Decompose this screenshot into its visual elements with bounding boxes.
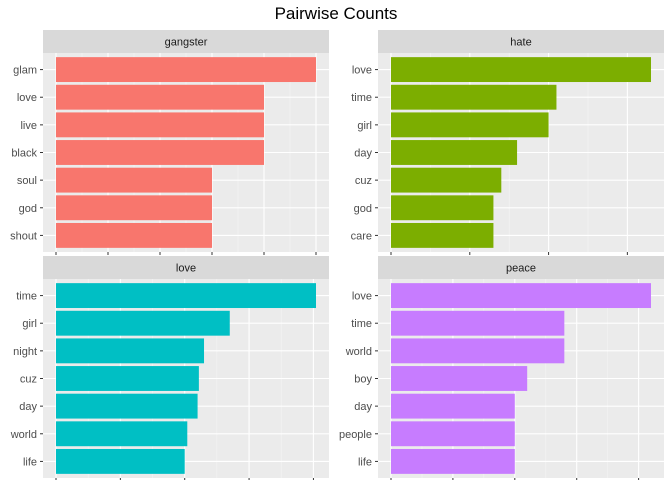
bar-cuz [391,167,502,193]
y-tick-label: night [13,346,37,358]
bar-love [56,84,264,110]
y-tick-label: girl [357,120,372,132]
y-tick-label: cuz [355,175,372,187]
bar-love [391,57,651,83]
bar-people [391,421,515,447]
bar-black [56,140,264,165]
bar-time [56,283,316,309]
facet-strip [43,256,329,279]
bar-boy [391,366,528,391]
bar-day [56,393,198,419]
facet-strip-label: gangster [165,37,208,49]
y-tick-label: love [352,291,372,303]
facet-panel-love: lovetimegirlnightcuzdayworldlife05010015… [10,256,329,480]
y-tick-label: love [17,92,37,104]
bar-god [391,195,494,221]
facet-panel-hate: hatelovetimegirldaycuzgodcare0102030 [351,30,664,270]
bar-soul [56,167,212,193]
facet-panel-peace: peacelovetimeworldboydaypeoplelife051015… [339,256,664,480]
bar-time [391,310,565,336]
facet-strip [378,30,664,53]
bar-night [56,338,205,364]
y-tick-label: world [345,346,372,358]
facet-strip [378,256,664,279]
y-tick-label: life [358,456,372,468]
y-tick-label: day [19,401,37,413]
bar-life [56,448,185,474]
y-tick-label: love [352,65,372,77]
y-tick-label: time [351,92,372,104]
y-tick-label: care [351,230,372,242]
y-tick-label: time [16,291,37,303]
y-tick-label: black [11,148,37,160]
facet-panel-gangster: gangsterglamloveliveblacksoulgodshout012… [10,30,329,270]
facet-strip-label: love [176,263,196,275]
bar-life [391,448,515,474]
y-tick-label: world [10,429,37,441]
y-tick-label: life [23,456,37,468]
y-tick-label: girl [22,318,37,330]
y-tick-label: god [354,203,372,215]
bar-girl [391,112,549,138]
bar-world [56,421,188,447]
chart-title: Pairwise Counts [274,4,398,23]
bar-day [391,393,515,419]
facet-strip-label: hate [510,37,531,49]
bar-live [56,112,264,138]
y-tick-label: boy [354,374,372,386]
bar-glam [56,57,316,83]
bar-cuz [56,366,199,391]
y-tick-label: soul [17,175,37,187]
y-tick-label: glam [13,65,37,77]
bar-care [391,222,494,248]
bar-day [391,140,518,165]
bar-world [391,338,565,364]
y-tick-label: live [20,120,37,132]
y-tick-label: time [351,318,372,330]
bar-time [391,84,557,110]
facet-strip [43,30,329,53]
bar-shout [56,222,212,248]
y-tick-label: day [354,148,372,160]
y-tick-label: cuz [20,374,37,386]
facet-strip-label: peace [506,263,536,275]
bar-god [56,195,212,221]
bar-girl [56,310,230,336]
y-tick-label: shout [10,230,37,242]
bar-love [391,283,651,309]
y-tick-label: people [339,429,372,441]
y-tick-label: god [19,203,37,215]
y-tick-label: day [354,401,372,413]
